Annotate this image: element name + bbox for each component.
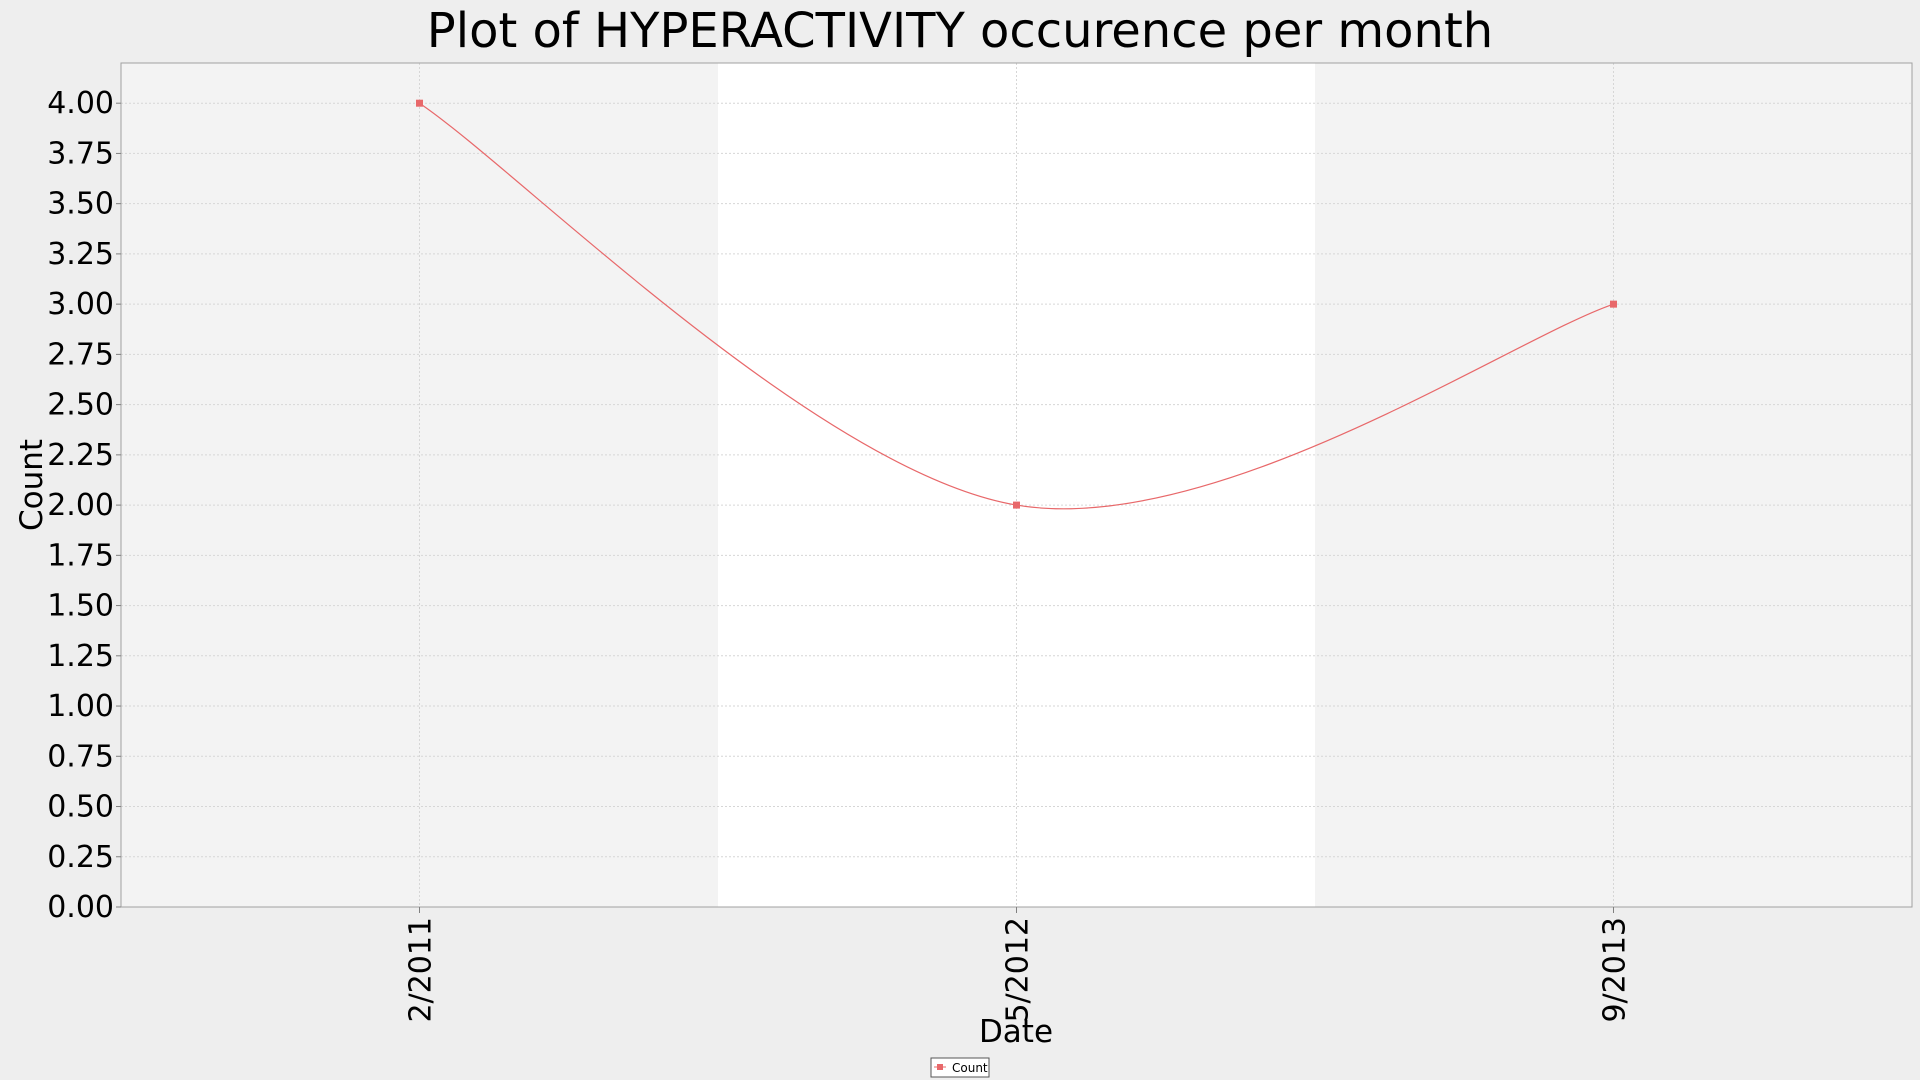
data-point-marker (1610, 300, 1617, 308)
x-axis-label: Date (979, 1014, 1053, 1050)
y-tick-label: 1.50 (47, 589, 114, 624)
data-point-marker (1013, 501, 1020, 509)
y-tick-label: 2.50 (47, 388, 114, 423)
y-tick-label: 1.00 (47, 689, 114, 724)
data-point-marker (416, 99, 423, 107)
y-tick-label: 0.75 (47, 739, 114, 774)
plot-area (120, 62, 1913, 908)
legend: Count (930, 1057, 990, 1078)
y-tick-label: 2.00 (47, 488, 114, 523)
y-tick-label: 3.00 (47, 287, 114, 322)
series-layer (416, 99, 1617, 510)
y-axis-label: Count (14, 439, 50, 531)
y-tick-label: 3.25 (47, 237, 114, 272)
y-tick-label: 1.75 (47, 538, 114, 573)
y-tick-label: 3.50 (47, 187, 114, 222)
y-tick-label: 3.75 (47, 136, 114, 171)
legend-series-marker (937, 1064, 943, 1070)
y-tick-label: 0.00 (47, 890, 114, 925)
y-tick-label: 0.25 (47, 840, 114, 875)
x-axis-ticks: 2/2011 5/2012 9/2013 (404, 907, 1633, 1023)
y-axis-ticks: 0.00 0.25 0.50 0.75 1.00 1.25 1.50 1.75 2.00 2.25… (47, 86, 121, 925)
y-tick-label: 4.00 (47, 86, 114, 121)
y-tick-label: 1.25 (47, 639, 114, 674)
legend-box (930, 1057, 990, 1078)
y-tick-label: 2.25 (47, 438, 114, 473)
chart-title: Plot of HYPERACTIVITY occurence per mont… (427, 3, 1493, 59)
legend-series-label: Count (952, 1061, 988, 1075)
y-tick-label: 2.75 (47, 337, 114, 372)
x-tick-label: 2/2011 (404, 917, 439, 1023)
y-tick-label: 0.50 (47, 790, 114, 825)
x-tick-label: 5/2012 (1001, 917, 1036, 1023)
x-tick-label: 9/2013 (1598, 917, 1633, 1023)
